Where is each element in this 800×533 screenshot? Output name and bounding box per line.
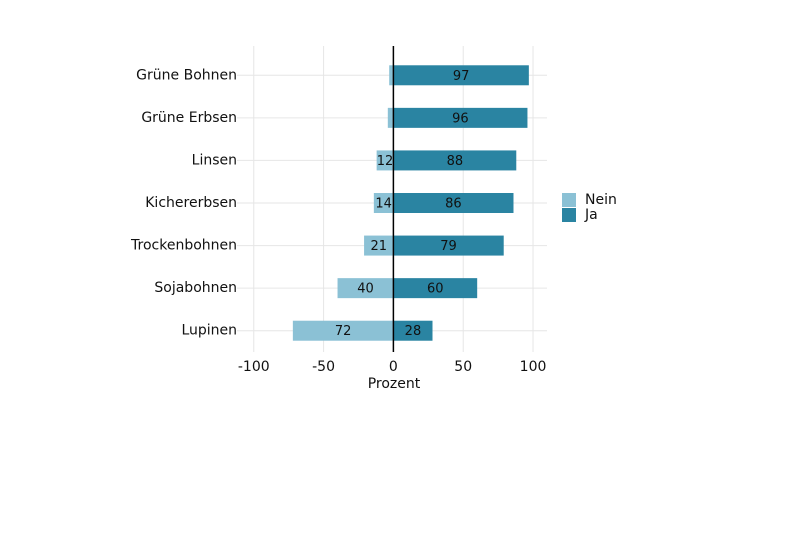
y-tick-label: Kichererbsen [145,195,237,211]
data-label: 28 [405,324,422,339]
x-tick-label: 100 [520,359,547,375]
data-label: 60 [427,282,444,297]
x-tick-label: -50 [312,359,335,375]
legend-swatch [562,193,576,207]
bar [393,193,514,213]
data-label: 72 [335,324,352,339]
data-label: 86 [445,197,462,212]
y-tick-label: Linsen [192,152,237,168]
bar [376,150,394,171]
bar [393,150,517,171]
bar [393,107,528,128]
y-tick-label: Sojabohnen [154,280,237,296]
legend-label: Ja [584,207,598,223]
data-label: 21 [370,239,387,254]
bar [292,320,394,341]
bar [393,278,478,299]
y-tick-label: Lupinen [181,323,237,339]
data-label: 14 [375,197,392,212]
x-tick-label: 0 [389,359,398,375]
y-tick-label: Trockenbohnen [130,238,237,254]
legend-label: Nein [585,192,617,208]
data-label: 79 [440,239,457,254]
bar [373,193,394,213]
bar [387,107,394,128]
bar [393,65,529,86]
bar [393,235,504,256]
x-tick-label: 50 [454,359,472,375]
bar [389,65,394,86]
data-label: 12 [377,154,394,169]
bar [364,235,394,256]
bar [393,320,433,341]
data-label: 96 [452,111,469,126]
legend-swatch [562,208,576,222]
x-tick-label: -100 [238,359,270,375]
data-label: 88 [447,154,464,169]
bar [337,278,394,299]
y-tick-label: Grüne Erbsen [141,110,237,126]
data-label: 97 [453,69,470,84]
data-label: 40 [357,282,374,297]
y-tick-label: Grüne Bohnen [136,67,237,83]
x-axis-title: Prozent [368,376,421,392]
